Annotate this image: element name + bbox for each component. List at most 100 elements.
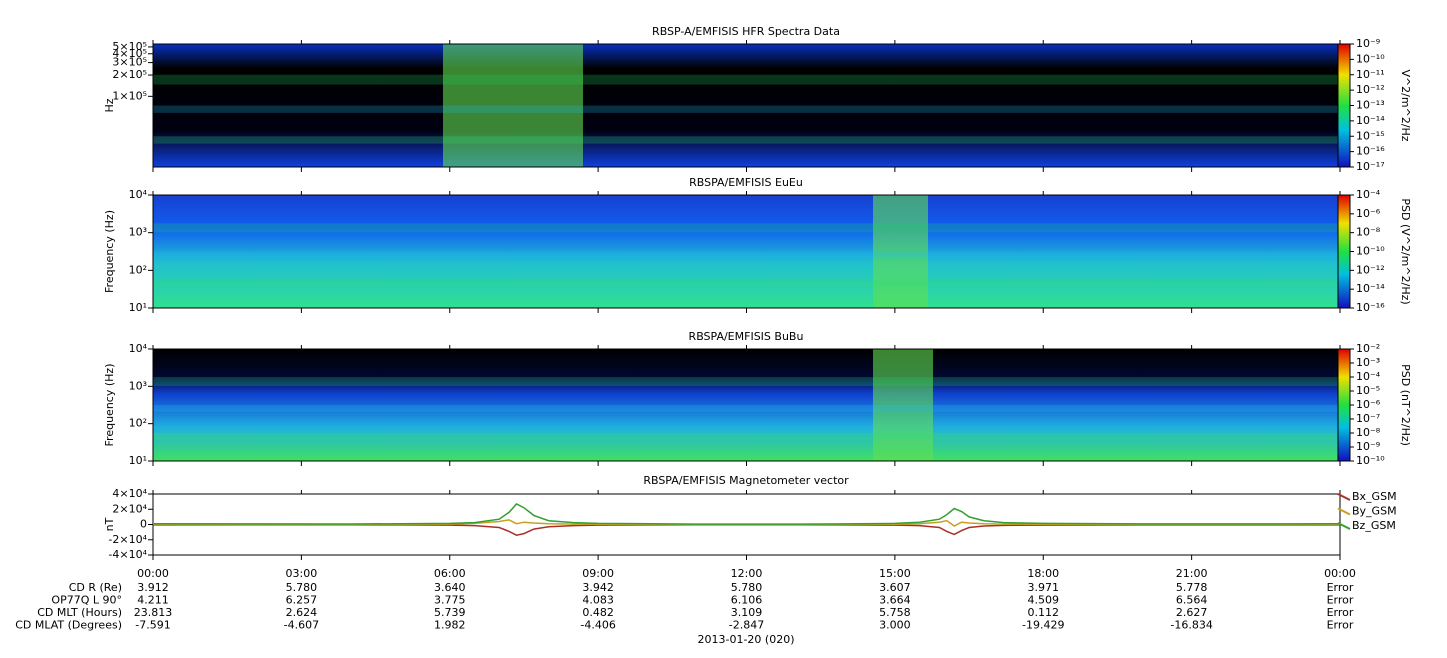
ephemeris-value: 3.775 (434, 594, 466, 607)
colorbar-tick-label: 10⁻¹⁴ (1356, 114, 1385, 127)
y-tick-label: 5×10⁵ (112, 40, 147, 53)
ephemeris-value: 6.257 (286, 594, 318, 607)
ephemeris-value: 5.780 (286, 581, 318, 594)
emission (153, 251, 1340, 259)
legend-swatch (1337, 493, 1351, 501)
emission (153, 136, 1340, 144)
ephemeris-value: -7.591 (135, 619, 170, 632)
y-tick-label: 4×10⁴ (112, 487, 147, 500)
ephemeris-value: 4.211 (137, 594, 169, 607)
colorbar-tick-label: 10⁻¹² (1356, 263, 1385, 276)
colorbar-label: PSD (nT^2/Hz) (1399, 364, 1412, 446)
colorbar-tick-label: 10⁻⁷ (1356, 412, 1380, 425)
ephemeris-value: 5.778 (1176, 581, 1208, 594)
colorbar-label: V^2/m^2/Hz (1399, 69, 1412, 141)
colorbar-tick-label: 10⁻⁸ (1356, 226, 1381, 239)
ephemeris-value: 1.982 (434, 619, 466, 632)
colorbar-tick-label: 10⁻⁶ (1356, 207, 1381, 220)
colorbar-tick-label: 10⁻¹⁷ (1356, 160, 1385, 173)
emission (873, 349, 933, 461)
y-tick-label: 10¹ (129, 454, 147, 467)
x-tick-label: 21:00 (1176, 567, 1208, 580)
y-tick-label: 10⁴ (129, 342, 148, 355)
y-tick-label: 10² (129, 263, 147, 276)
colorbar-tick-label: 10⁻² (1356, 342, 1380, 355)
ephemeris-value: -4.406 (580, 619, 615, 632)
legend-swatch (1337, 507, 1351, 516)
y-tick-label: 2×10⁴ (112, 502, 147, 515)
ephemeris-value: 4.083 (582, 594, 614, 607)
x-tick-label: 03:00 (286, 567, 318, 580)
ephemeris-value: -19.429 (1022, 619, 1064, 632)
colorbar-tick-label: 10⁻¹⁶ (1356, 301, 1385, 314)
y-axis-label: Frequency (Hz) (103, 210, 116, 293)
ephemeris-value: 6.106 (731, 594, 763, 607)
ephemeris-value: 3.640 (434, 581, 466, 594)
x-tick-label: 18:00 (1027, 567, 1059, 580)
colorbar-tick-label: 10⁻⁹ (1356, 440, 1380, 453)
legend-label: Bz_GSM (1352, 519, 1396, 532)
colorbar-tick-label: 10⁻¹² (1356, 83, 1385, 96)
ephemeris-value: 4.509 (1028, 594, 1060, 607)
colorbar-tick-label: 10⁻⁴ (1356, 188, 1381, 201)
colorbar (1337, 43, 1351, 168)
panel-title: RBSP-A/EMFISIS HFR Spectra Data (652, 25, 840, 38)
spectrogram (153, 349, 1340, 461)
y-tick-label: 10² (129, 417, 147, 430)
colorbar-tick-label: 10⁻¹⁴ (1356, 282, 1385, 295)
x-tick-label: 09:00 (582, 567, 614, 580)
colorbar-tick-label: 10⁻¹⁶ (1356, 145, 1385, 158)
x-tick-label: 00:00 (137, 567, 169, 580)
ephemeris-value: -4.607 (284, 619, 319, 632)
emission (873, 195, 928, 308)
ephemeris-value: 3.664 (879, 594, 911, 607)
x-axis-label: 2013-01-20 (020) (697, 633, 794, 646)
ephemeris-value: 3.971 (1028, 581, 1060, 594)
ephemeris-value: -2.847 (729, 619, 764, 632)
emission (153, 377, 1340, 386)
colorbar-tick-label: 10⁻¹⁰ (1356, 245, 1385, 258)
colorbar-tick-label: 10⁻¹¹ (1356, 68, 1385, 81)
y-tick-label: 10⁴ (129, 188, 148, 201)
emission (153, 279, 1340, 287)
spectrogram (153, 195, 1340, 308)
colorbar-tick-label: 10⁻¹⁰ (1356, 52, 1385, 65)
emission (153, 223, 1340, 233)
colorbar-tick-label: 10⁻¹⁰ (1356, 454, 1385, 467)
x-tick-label: 06:00 (434, 567, 466, 580)
ephemeris-value: 5.780 (731, 581, 763, 594)
colorbar-tick-label: 10⁻¹³ (1356, 99, 1385, 112)
y-tick-label: -2×10⁴ (108, 533, 147, 546)
colorbar-tick-label: 10⁻⁸ (1356, 426, 1381, 439)
ephemeris-value: Error (1327, 619, 1354, 632)
colorbar-tick-label: 10⁻¹⁵ (1356, 129, 1385, 142)
ephemeris-value: 3.109 (731, 606, 763, 619)
ephemeris-value: 5.758 (879, 606, 911, 619)
y-tick-label: 3×10⁵ (112, 56, 147, 69)
ephemeris-value: -16.834 (1170, 619, 1212, 632)
ephemeris-value: 2.627 (1176, 606, 1208, 619)
ephemeris-value: Error (1327, 594, 1354, 607)
y-tick-label: 10¹ (129, 301, 147, 314)
y-axis-label: nT (103, 517, 116, 531)
ephemeris-value: 3.000 (879, 619, 911, 632)
y-tick-label: 2×10⁵ (112, 68, 147, 81)
ephemeris-value: 3.607 (879, 581, 911, 594)
x-tick-label: 00:00 (1324, 567, 1356, 580)
colorbar-tick-label: 10⁻³ (1356, 356, 1380, 369)
emission (153, 405, 1340, 412)
y-tick-label: 10³ (129, 379, 147, 392)
legend-label: Bx_GSM (1352, 490, 1397, 503)
x-tick-label: 12:00 (731, 567, 763, 580)
colorbar (1337, 194, 1351, 309)
ephemeris-label: CD MLAT (Degrees) (15, 619, 122, 632)
ephemeris-value: Error (1327, 581, 1354, 594)
ephemeris-value: 23.813 (134, 606, 173, 619)
y-tick-label: -4×10⁴ (108, 548, 147, 561)
ephemeris-value: 3.912 (137, 581, 169, 594)
legend-label: By_GSM (1352, 505, 1397, 518)
emission (153, 74, 1340, 85)
legend-swatch (1337, 522, 1351, 530)
ephemeris-label: CD R (Re) (69, 581, 122, 594)
y-axis-label: Frequency (Hz) (103, 364, 116, 447)
